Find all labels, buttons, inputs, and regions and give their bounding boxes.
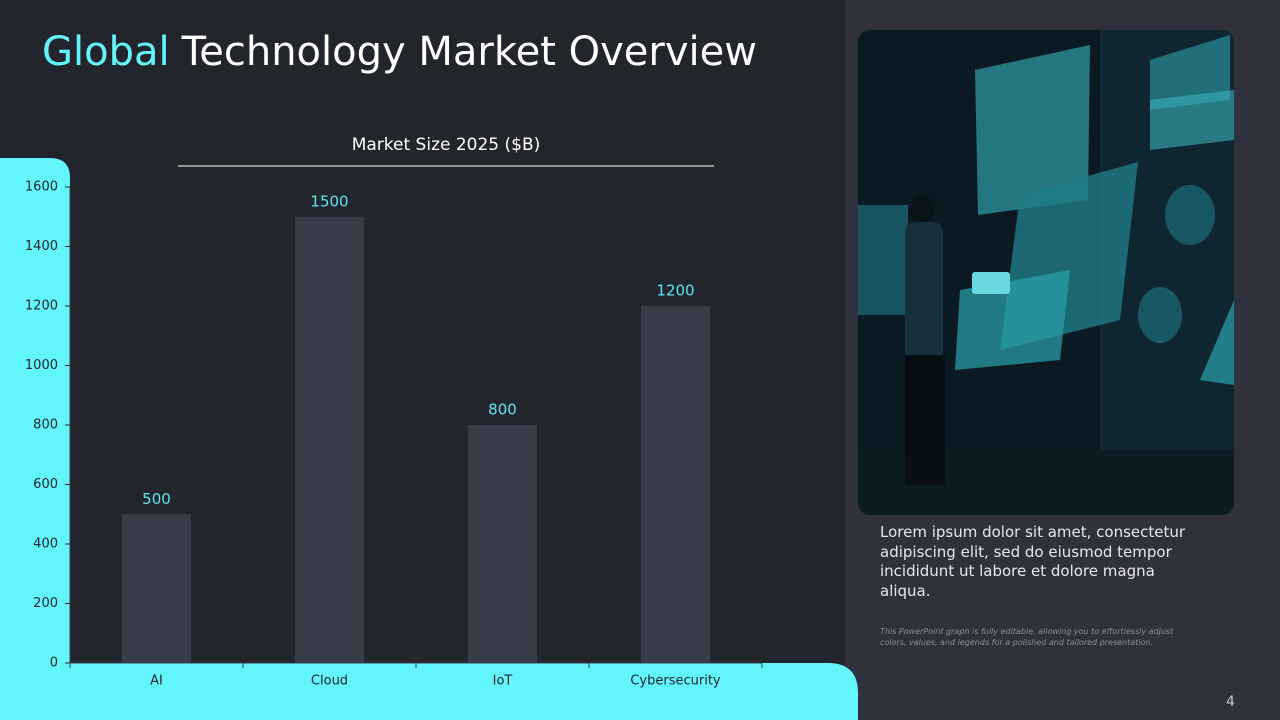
value-label: 1500	[310, 192, 348, 210]
bar	[294, 216, 365, 663]
y-tick-label: 1400	[25, 239, 58, 254]
accent-strip	[0, 158, 70, 663]
footnote: This PowerPoint graph is fully editable,…	[880, 627, 1174, 647]
bar	[640, 306, 711, 663]
y-tick-label: 400	[33, 537, 58, 552]
y-tick-label: 800	[33, 418, 58, 433]
bar	[467, 425, 538, 663]
x-tick-label: AI	[150, 674, 163, 689]
y-tick-label: 1000	[25, 358, 58, 373]
x-tick-label: Cloud	[311, 674, 348, 689]
x-tick-label: Cybersecurity	[630, 674, 721, 689]
bar	[121, 514, 192, 663]
y-tick-label: 0	[50, 656, 58, 671]
title-rest: Technology Market Overview	[181, 29, 757, 75]
y-tick-label: 600	[33, 477, 58, 492]
y-tick-label: 1600	[25, 180, 58, 195]
value-label: 800	[488, 401, 517, 419]
page-number: 4	[1226, 694, 1235, 710]
title-highlight: Global	[42, 29, 170, 75]
photo	[858, 30, 1234, 515]
body-text: Lorem ipsum dolor sit amet, consectetur …	[880, 523, 1186, 600]
value-label: 500	[142, 490, 171, 508]
y-tick-label: 1200	[25, 299, 58, 314]
y-tick-label: 200	[33, 596, 58, 611]
chart-title: Market Size 2025 ($B)	[352, 135, 541, 155]
value-label: 1200	[656, 282, 694, 300]
slide-title: Global Technology Market Overview	[42, 29, 757, 75]
accent-strip	[0, 663, 858, 720]
x-tick-label: IoT	[493, 674, 513, 689]
